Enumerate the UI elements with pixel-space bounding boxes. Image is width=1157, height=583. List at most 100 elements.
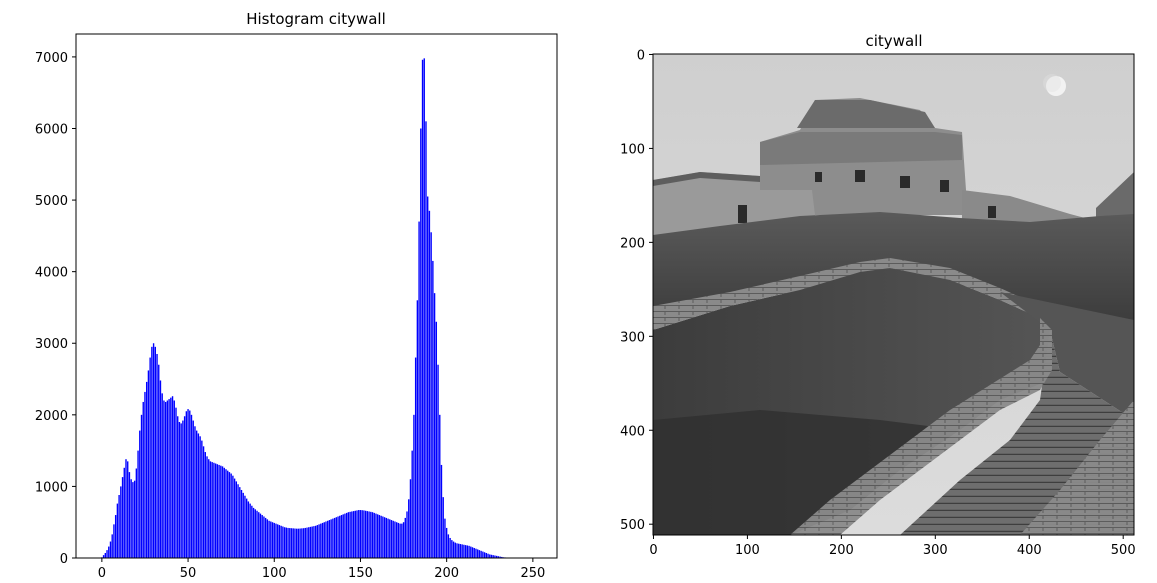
histogram-bar <box>478 550 481 558</box>
histogram-bar <box>185 411 188 558</box>
histogram-bar <box>408 499 410 558</box>
histogram-bar <box>458 543 460 558</box>
histogram-bar <box>332 518 334 558</box>
histogram-bar <box>483 552 486 558</box>
histogram-bar <box>301 528 303 558</box>
histogram-bar <box>316 525 319 558</box>
histogram-y-tick-label: 4000 <box>35 266 68 281</box>
histogram-bar <box>427 196 429 558</box>
histogram-bar <box>202 446 205 558</box>
histogram-bar <box>323 522 325 558</box>
histogram-bar <box>163 400 165 558</box>
histogram-bar <box>466 545 469 558</box>
histogram-bar <box>442 497 444 558</box>
histogram-bar <box>492 555 494 558</box>
histogram-bar <box>120 486 122 558</box>
histogram-x-tick-label: 0 <box>98 566 106 581</box>
histogram-chart: Histogram citywall 0 50 100 150 200 250 0 1000… <box>35 10 558 581</box>
histogram-bar <box>245 498 248 558</box>
histogram-bar <box>244 495 246 558</box>
histogram-bar <box>287 527 289 558</box>
histogram-bar <box>164 401 167 558</box>
histogram-bar <box>418 221 420 559</box>
histogram-bar <box>314 525 317 558</box>
histogram-bar <box>268 520 270 558</box>
histogram-bar <box>125 459 127 558</box>
histogram-bar <box>240 489 243 558</box>
image-y-tick-label: 400 <box>620 424 645 439</box>
histogram-bar <box>264 517 267 558</box>
histogram-bar <box>468 545 470 558</box>
histogram-bar <box>397 522 400 558</box>
histogram-bar <box>482 551 484 558</box>
histogram-bar <box>464 545 467 558</box>
histogram-bar <box>251 505 253 558</box>
histogram-bar <box>239 487 241 558</box>
histogram-bar <box>447 534 450 558</box>
histogram-bar <box>489 554 491 558</box>
histogram-bar <box>139 430 141 558</box>
histogram-bar <box>351 511 353 558</box>
histogram-bar <box>111 534 113 558</box>
histogram-bar <box>137 450 139 558</box>
histogram-bar <box>423 58 425 559</box>
histogram-bar <box>216 464 219 558</box>
histogram-bar <box>437 364 439 558</box>
histogram-bar <box>349 511 351 558</box>
histogram-bar <box>254 509 256 558</box>
histogram-bar <box>182 420 184 558</box>
histogram-bar <box>297 528 300 558</box>
histogram-bar <box>354 510 356 558</box>
histogram-bar <box>445 527 448 558</box>
image-axes-frame <box>652 53 1135 536</box>
histogram-bar <box>499 556 501 558</box>
histogram-bar <box>413 414 415 558</box>
histogram-bar <box>109 541 112 558</box>
histogram-bar <box>337 516 339 558</box>
histogram-bar <box>320 523 322 558</box>
histogram-bar <box>456 543 458 558</box>
histogram-bar <box>227 470 229 558</box>
histogram-bar <box>390 520 393 558</box>
histogram-bar <box>214 463 217 558</box>
histogram-bar <box>361 510 363 558</box>
histogram-bar <box>383 517 386 558</box>
histogram-bar <box>209 461 212 558</box>
histogram-x-tick-label: 100 <box>262 566 287 581</box>
histogram-bar <box>363 510 365 558</box>
histogram-bar <box>387 518 389 558</box>
histogram-bar <box>277 524 279 558</box>
histogram-bar <box>121 477 124 558</box>
histogram-bar <box>144 391 146 558</box>
moon-shape <box>1046 76 1066 96</box>
histogram-bar <box>359 510 362 558</box>
image-x-tick-label: 200 <box>829 543 854 558</box>
wall-parapet-front <box>790 318 1052 535</box>
histogram-bar <box>299 528 301 558</box>
image-x-tick-label: 400 <box>1017 543 1042 558</box>
histogram-bar <box>252 507 255 558</box>
histogram-bar <box>306 527 308 558</box>
histogram-bar <box>477 549 479 558</box>
histogram-y-tick-label: 1000 <box>35 480 68 495</box>
histogram-x-tick-label: 50 <box>180 566 197 581</box>
histogram-bar <box>189 410 191 558</box>
histogram-bar <box>159 380 162 558</box>
histogram-bar <box>321 522 324 558</box>
histogram-bar <box>370 511 372 558</box>
histogram-bar <box>180 423 182 558</box>
histogram-bar <box>147 370 150 558</box>
histogram-bar <box>166 400 169 558</box>
histogram-y-tick-label: 7000 <box>35 51 68 66</box>
histogram-bar <box>266 519 269 558</box>
histogram-bar <box>228 472 231 558</box>
histogram-bar <box>342 514 344 558</box>
histogram-bar <box>485 552 488 558</box>
histogram-bar <box>170 397 172 558</box>
histogram-bar <box>290 528 293 558</box>
histogram-bar <box>225 469 227 558</box>
histogram-bar <box>249 503 251 558</box>
histogram-bar <box>373 512 375 558</box>
histogram-bar <box>380 515 382 558</box>
image-panel: citywall <box>620 32 1135 558</box>
